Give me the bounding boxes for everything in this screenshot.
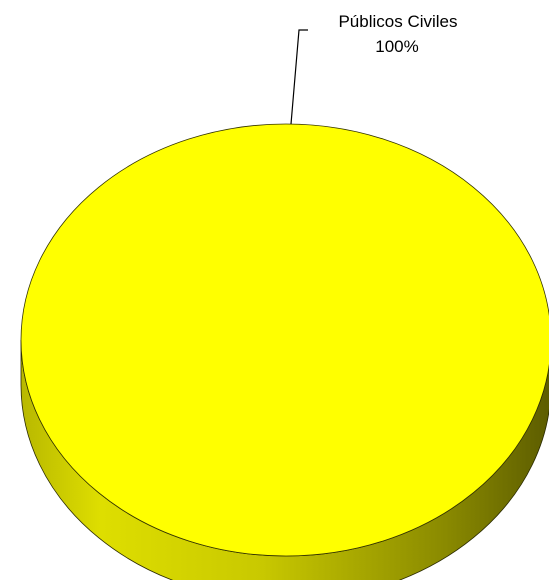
pie-slices (20, 123, 549, 580)
slice-leader-line (290, 29, 308, 125)
pie-labels: Públicos Civiles 100% (290, 12, 458, 125)
slice-percent-label: 100% (375, 37, 418, 56)
slice-label: Públicos Civiles (338, 12, 457, 31)
pie-slice (20, 123, 549, 557)
